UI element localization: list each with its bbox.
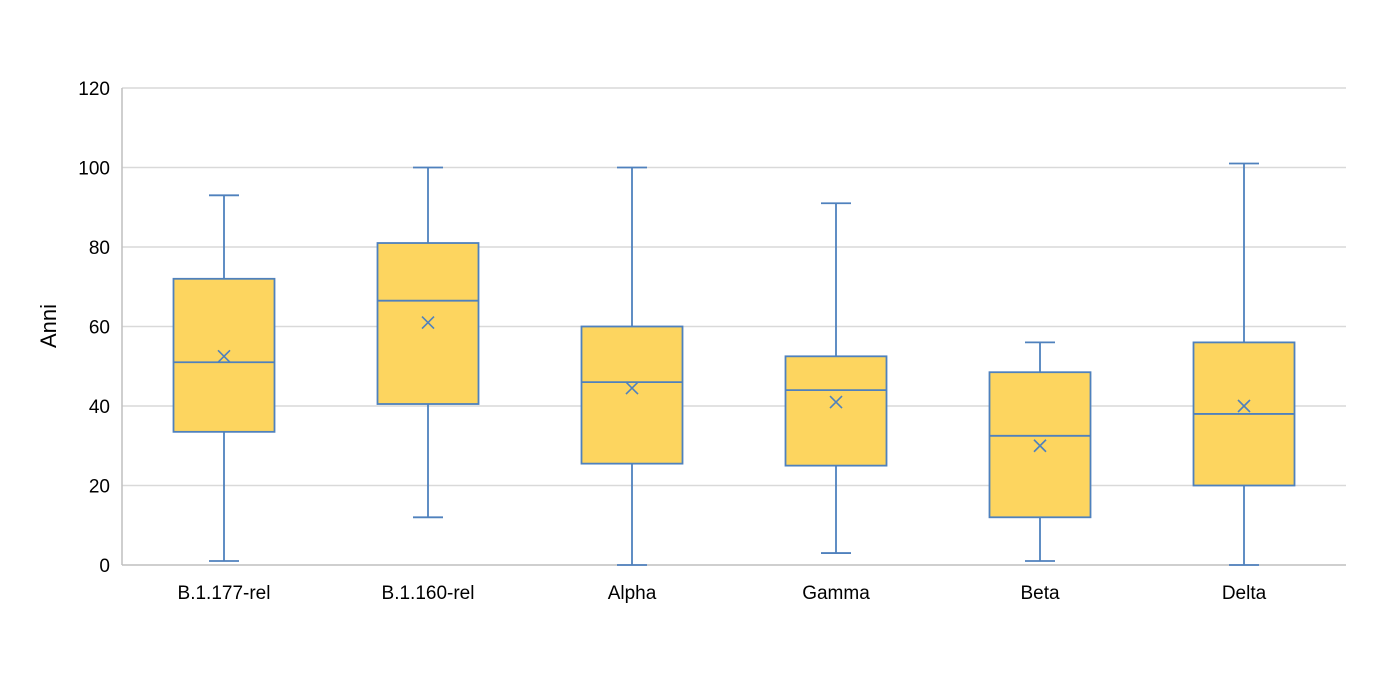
box-delta: [1192, 162, 1296, 566]
mean-marker: [625, 381, 639, 395]
y-tick-label: 0: [99, 556, 110, 577]
y-tick-label: 60: [89, 318, 110, 339]
box-b-1-177-rel: [172, 194, 276, 562]
x-tick-label: Gamma: [802, 583, 870, 604]
x-tick-label: Alpha: [608, 583, 657, 604]
mean-marker: [1033, 439, 1047, 453]
y-tick-label: 40: [89, 397, 110, 418]
mean-marker: [829, 395, 843, 409]
box-b-1-160-rel: [376, 166, 480, 519]
box-gamma: [784, 202, 888, 554]
x-tick-label: B.1.177-rel: [178, 583, 271, 604]
iqr-box: [784, 355, 888, 467]
y-tick-label: 120: [78, 79, 110, 100]
y-tick-label: 80: [89, 238, 110, 259]
mean-marker: [217, 349, 231, 363]
box-alpha: [580, 166, 684, 566]
mean-marker: [1237, 399, 1251, 413]
x-tick-label: Delta: [1222, 583, 1267, 604]
y-axis-title: Anni: [36, 304, 61, 348]
x-tick-label: Beta: [1020, 583, 1060, 604]
y-tick-label: 100: [78, 159, 110, 180]
gridlines: [122, 87, 1346, 487]
y-tick-label: 20: [89, 477, 110, 498]
x-tick-label: B.1.160-rel: [382, 583, 475, 604]
iqr-box: [580, 325, 684, 465]
box-beta: [988, 341, 1092, 562]
box-series: [172, 162, 1296, 566]
tick-labels: 0 20 40 60 80 100 120 B.1.177-rel B.1.160-rel Alp…: [78, 79, 1266, 604]
axes: [121, 88, 1346, 566]
mean-marker: [421, 315, 435, 330]
